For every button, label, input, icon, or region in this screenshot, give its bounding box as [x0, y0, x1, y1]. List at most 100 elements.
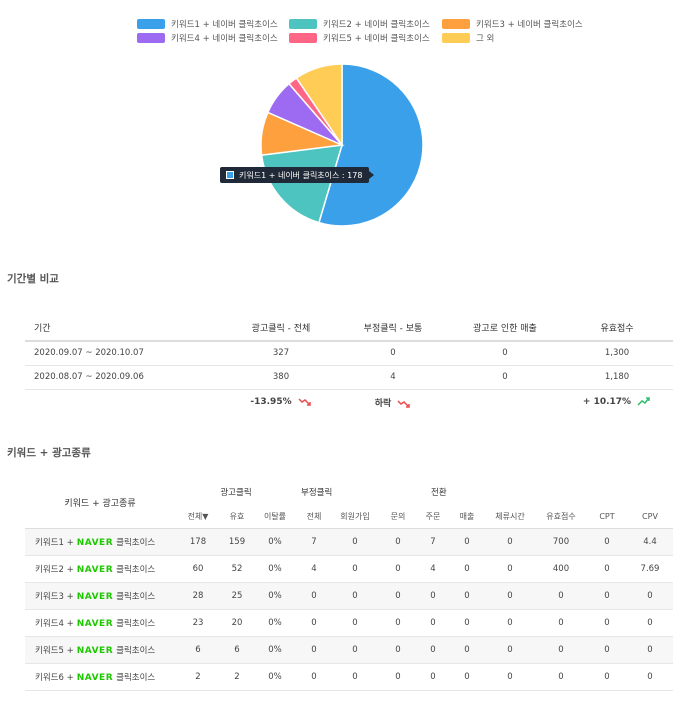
header-ad-revenue: 광고로 인한 매출 — [449, 315, 561, 342]
metric-cell: 0 — [379, 555, 417, 583]
keyword-cell: 키워드2 + NAVER 클릭초이스 — [25, 555, 175, 583]
ad-revenue-cell: 0 — [449, 341, 561, 366]
header-ad-clicks: 광고클릭 - 전체 — [225, 315, 337, 342]
metric-cell: 0 — [485, 528, 535, 556]
legend-label: 키워드4 + 네이버 클릭초이스 — [171, 34, 278, 44]
header-fraud-total: 전체 — [297, 506, 331, 529]
table-row: 키워드6 + NAVER 클릭초이스 2 2 0% 0 0 0 0 0 0 0 0 0 — [25, 663, 673, 691]
keyword-cell: 키워드4 + NAVER 클릭초이스 — [25, 609, 175, 637]
metric-cell: 0 — [417, 663, 449, 691]
revenue-change-cell — [449, 389, 561, 415]
table-row: 키워드2 + NAVER 클릭초이스 60 52 0% 4 0 0 4 0 0 400 0 7.69 — [25, 555, 673, 583]
metric-cell: 0 — [379, 609, 417, 637]
header-valid-score: 유효점수 — [535, 506, 587, 529]
keyword-label: 키워드5 + — [35, 645, 74, 656]
fraud-change-cell: 하락 — [337, 389, 449, 415]
naver-logo: NAVER — [76, 564, 114, 575]
metric-cell: 23 — [175, 609, 221, 637]
product-label: 클릭초이스 — [116, 618, 156, 629]
metric-cell: 4.4 — [627, 528, 673, 556]
legend-item-4[interactable]: 키워드4 + 네이버 클릭초이스 — [137, 32, 278, 44]
product-label: 클릭초이스 — [116, 645, 156, 656]
metric-cell: 0 — [449, 609, 485, 637]
table-row: 키워드3 + NAVER 클릭초이스 28 25 0% 0 0 0 0 0 0 0 0 0 — [25, 582, 673, 610]
change-empty-cell — [25, 389, 225, 415]
clicks-change-value: -13.95% — [250, 397, 292, 408]
metric-cell: 0 — [449, 582, 485, 610]
header-inquiry: 문의 — [379, 506, 417, 529]
metric-cell: 0 — [535, 582, 587, 610]
metric-cell: 7 — [297, 528, 331, 556]
naver-logo: NAVER — [76, 591, 114, 602]
product-label: 클릭초이스 — [116, 591, 156, 602]
naver-logo: NAVER — [76, 618, 114, 629]
period-cell: 2020.08.07 ~ 2020.09.06 — [25, 365, 225, 390]
metric-cell: 0 — [587, 663, 627, 691]
legend-item-1[interactable]: 키워드1 + 네이버 클릭초이스 — [137, 18, 278, 30]
legend-item-2[interactable]: 키워드2 + 네이버 클릭초이스 — [289, 18, 430, 30]
tooltip-swatch — [226, 171, 234, 179]
metric-cell: 0 — [627, 582, 673, 610]
metric-cell: 0 — [627, 609, 673, 637]
metric-cell: 2 — [221, 663, 253, 691]
pie-slice-1[interactable] — [317, 63, 424, 227]
legend-swatch — [137, 19, 165, 29]
keyword-section-title: 키워드 + 광고종류 — [7, 447, 91, 459]
header-signup: 회원가입 — [331, 506, 379, 529]
metric-cell: 0 — [587, 636, 627, 664]
metric-cell: 0% — [253, 663, 297, 691]
pie-slice-6[interactable] — [295, 63, 343, 148]
metric-cell: 0 — [379, 636, 417, 664]
metric-cell: 0 — [485, 609, 535, 637]
metric-cell: 0 — [297, 582, 331, 610]
metric-cell: 159 — [221, 528, 253, 556]
header-dwell-time: 체류시간 — [485, 506, 535, 529]
metric-cell: 0 — [417, 636, 449, 664]
header-total-sort[interactable]: 전체▼ — [175, 506, 221, 529]
metric-cell: 0 — [449, 555, 485, 583]
header-valid-score: 유효점수 — [561, 315, 673, 342]
metric-cell: 0 — [331, 555, 379, 583]
table-row: 키워드4 + NAVER 클릭초이스 23 20 0% 0 0 0 0 0 0 0 0 0 — [25, 609, 673, 637]
legend-label: 그 외 — [476, 34, 495, 44]
metric-cell: 700 — [535, 528, 587, 556]
metric-cell: 0 — [485, 663, 535, 691]
period-table: 기간 광고클릭 - 전체 부정클릭 - 보통 광고로 인한 매출 유효점수 20… — [25, 315, 673, 415]
valid-score-cell: 1,180 — [561, 365, 673, 390]
legend-item-3[interactable]: 키워드3 + 네이버 클릭초이스 — [442, 18, 583, 30]
metric-cell: 0% — [253, 555, 297, 583]
pie-slice-2[interactable] — [260, 144, 344, 224]
metric-cell: 0 — [587, 609, 627, 637]
metric-cell: 0 — [417, 582, 449, 610]
keyword-cell: 키워드1 + NAVER 클릭초이스 — [25, 528, 175, 556]
metric-cell: 7.69 — [627, 555, 673, 583]
metric-cell: 0 — [379, 528, 417, 556]
product-label: 클릭초이스 — [116, 672, 156, 683]
legend-item-6[interactable]: 그 외 — [442, 32, 494, 44]
trend-down-icon — [298, 398, 311, 406]
metric-cell: 0 — [331, 582, 379, 610]
metric-cell: 0 — [297, 663, 331, 691]
naver-logo: NAVER — [76, 672, 114, 683]
metric-cell: 0% — [253, 582, 297, 610]
chart-tooltip: 키워드1 + 네이버 클릭초이스 : 178 — [220, 167, 375, 183]
metric-cell: 7 — [417, 528, 449, 556]
legend-item-5[interactable]: 키워드5 + 네이버 클릭초이스 — [289, 32, 430, 44]
metric-cell: 0 — [627, 663, 673, 691]
header-group-fraud: 부정클릭 — [301, 488, 333, 498]
metric-cell: 60 — [175, 555, 221, 583]
trend-up-icon — [637, 397, 650, 406]
metric-cell: 0 — [627, 636, 673, 664]
keyword-cell: 키워드5 + NAVER 클릭초이스 — [25, 636, 175, 664]
header-group-conversion: 전환 — [431, 488, 447, 498]
period-section-title: 기간별 비교 — [7, 273, 59, 285]
metric-cell: 0 — [535, 636, 587, 664]
metric-cell: 0 — [331, 636, 379, 664]
score-change-value: + 10.17% — [582, 397, 632, 408]
metric-cell: 0% — [253, 528, 297, 556]
legend-swatch — [289, 33, 317, 43]
clicks-change-cell: -13.95% — [225, 389, 337, 415]
metric-cell: 178 — [175, 528, 221, 556]
fraud-clicks-cell: 4 — [337, 365, 449, 390]
metric-cell: 0 — [297, 636, 331, 664]
